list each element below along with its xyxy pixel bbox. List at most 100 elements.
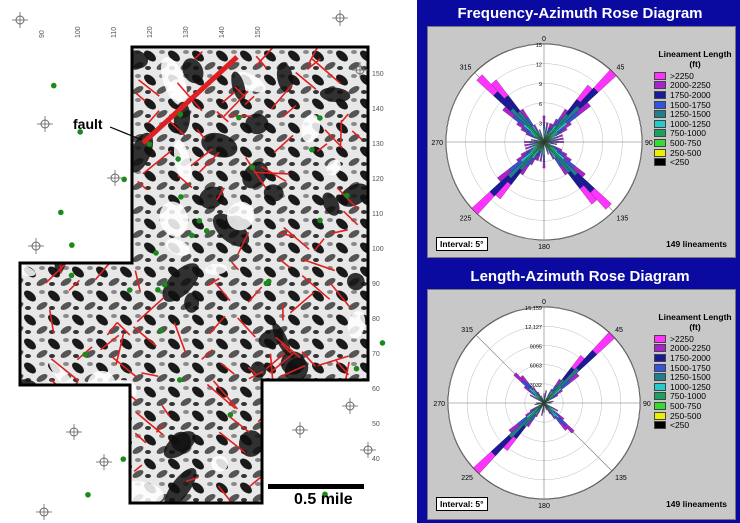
scale-bar bbox=[268, 484, 364, 489]
legend-item: <250 bbox=[654, 420, 736, 430]
amplitude-blob bbox=[211, 455, 228, 472]
amplitude-blob bbox=[22, 200, 55, 231]
rose-petal bbox=[543, 140, 550, 143]
lineament bbox=[207, 277, 220, 287]
radial-tick-label: 3 bbox=[539, 121, 542, 127]
lineament bbox=[141, 372, 159, 378]
legend-label: 1000-1250 bbox=[670, 381, 711, 392]
amplitude-blob bbox=[35, 173, 67, 199]
well-oil bbox=[227, 411, 234, 418]
radial-tick-label: 9 bbox=[539, 82, 542, 88]
legend-items: >2250 2000-2250 1750-2000 1500-1750 1250-150… bbox=[654, 71, 736, 167]
lineament bbox=[161, 404, 170, 417]
lineament bbox=[248, 370, 264, 380]
amplitude-blob bbox=[278, 448, 313, 480]
lineament bbox=[299, 450, 305, 466]
amplitude-blob bbox=[165, 238, 190, 256]
well-oil bbox=[177, 111, 184, 118]
amplitude-blob bbox=[269, 389, 296, 419]
well-oil bbox=[178, 194, 184, 200]
legend-label: 1750-2000 bbox=[670, 89, 711, 100]
legend-label: 250-500 bbox=[670, 147, 702, 158]
right-tick-label: 40 bbox=[372, 456, 380, 463]
legend-swatch bbox=[654, 148, 666, 157]
legend-item: 1250-1500 bbox=[654, 372, 736, 382]
rose-petal bbox=[543, 400, 548, 404]
lineament bbox=[135, 411, 164, 436]
lineament bbox=[177, 174, 193, 189]
legend-unit: (ft) bbox=[689, 59, 701, 69]
lineament bbox=[40, 438, 50, 453]
radial-tick-label: 12,127 bbox=[525, 325, 542, 331]
rose-petal bbox=[543, 402, 545, 406]
legend-title: Lineament Length bbox=[658, 312, 732, 322]
legend-swatch bbox=[654, 119, 666, 128]
rose-petal bbox=[543, 400, 545, 404]
radial-tick-label: 15 bbox=[536, 43, 542, 49]
length-legend: Lineament Length (ft) >2250 2000-2250 1750… bbox=[654, 312, 736, 430]
lineament bbox=[25, 254, 36, 260]
well-oil bbox=[157, 327, 164, 334]
well-oil bbox=[203, 228, 210, 234]
lineament bbox=[279, 258, 291, 269]
well-dry bbox=[352, 62, 368, 78]
amplitude-blob bbox=[319, 87, 351, 103]
lineament bbox=[106, 322, 118, 336]
fault-label: fault bbox=[73, 116, 103, 132]
lineament bbox=[167, 118, 186, 137]
lineament bbox=[217, 485, 236, 503]
amplitude-blob bbox=[234, 71, 266, 93]
lineament bbox=[306, 58, 321, 70]
rose-petal bbox=[541, 402, 545, 407]
lineament bbox=[208, 315, 226, 335]
well-oil bbox=[68, 272, 75, 279]
compass-label: 90 bbox=[645, 140, 653, 147]
amplitude-blob bbox=[173, 139, 192, 184]
legend-item: 750-1000 bbox=[654, 391, 736, 402]
amplitude-blob bbox=[42, 104, 58, 139]
lineament bbox=[304, 381, 314, 391]
amplitude-blob bbox=[276, 62, 294, 93]
legend-swatch bbox=[654, 90, 666, 99]
lineament bbox=[196, 128, 206, 140]
well-oil bbox=[317, 217, 323, 224]
lineament bbox=[111, 356, 138, 378]
rose-petal bbox=[543, 402, 550, 408]
lineament bbox=[190, 148, 213, 167]
well-oil bbox=[309, 146, 315, 153]
lineament bbox=[282, 104, 297, 118]
lineament bbox=[244, 95, 255, 106]
amplitude-blob bbox=[50, 202, 76, 248]
lineament bbox=[118, 453, 121, 489]
lineament bbox=[98, 148, 120, 169]
legend-swatch bbox=[654, 100, 666, 109]
lineament bbox=[135, 92, 146, 102]
legend-label: 750-1000 bbox=[670, 391, 706, 402]
legend-label: 500-750 bbox=[670, 137, 702, 148]
well-oil bbox=[249, 164, 256, 171]
lineament bbox=[223, 90, 249, 118]
compass-label: 0 bbox=[542, 299, 546, 306]
well-oil bbox=[317, 115, 323, 121]
lineament bbox=[173, 322, 187, 354]
right-tick-label: 140 bbox=[372, 106, 384, 113]
amplitude-blob bbox=[326, 159, 341, 176]
well-oil bbox=[188, 232, 195, 239]
fault-line bbox=[141, 55, 239, 145]
amplitude-blob bbox=[182, 58, 204, 84]
well-oil bbox=[196, 217, 203, 224]
lineament bbox=[279, 232, 296, 238]
amplitude-blob bbox=[171, 431, 192, 452]
amplitude-blob bbox=[162, 263, 200, 302]
lineament bbox=[80, 101, 90, 111]
compass-label: 225 bbox=[460, 216, 472, 223]
amplitude-blob bbox=[49, 187, 70, 206]
compass-label: 45 bbox=[615, 327, 623, 334]
well-oil bbox=[58, 209, 64, 216]
well-oil bbox=[176, 377, 183, 383]
top-tick-label: 140 bbox=[219, 26, 226, 38]
amplitude-blob bbox=[40, 67, 58, 90]
legend-item: 1000-1250 bbox=[654, 382, 736, 392]
rose-petal bbox=[538, 398, 545, 404]
lineament bbox=[247, 286, 263, 303]
